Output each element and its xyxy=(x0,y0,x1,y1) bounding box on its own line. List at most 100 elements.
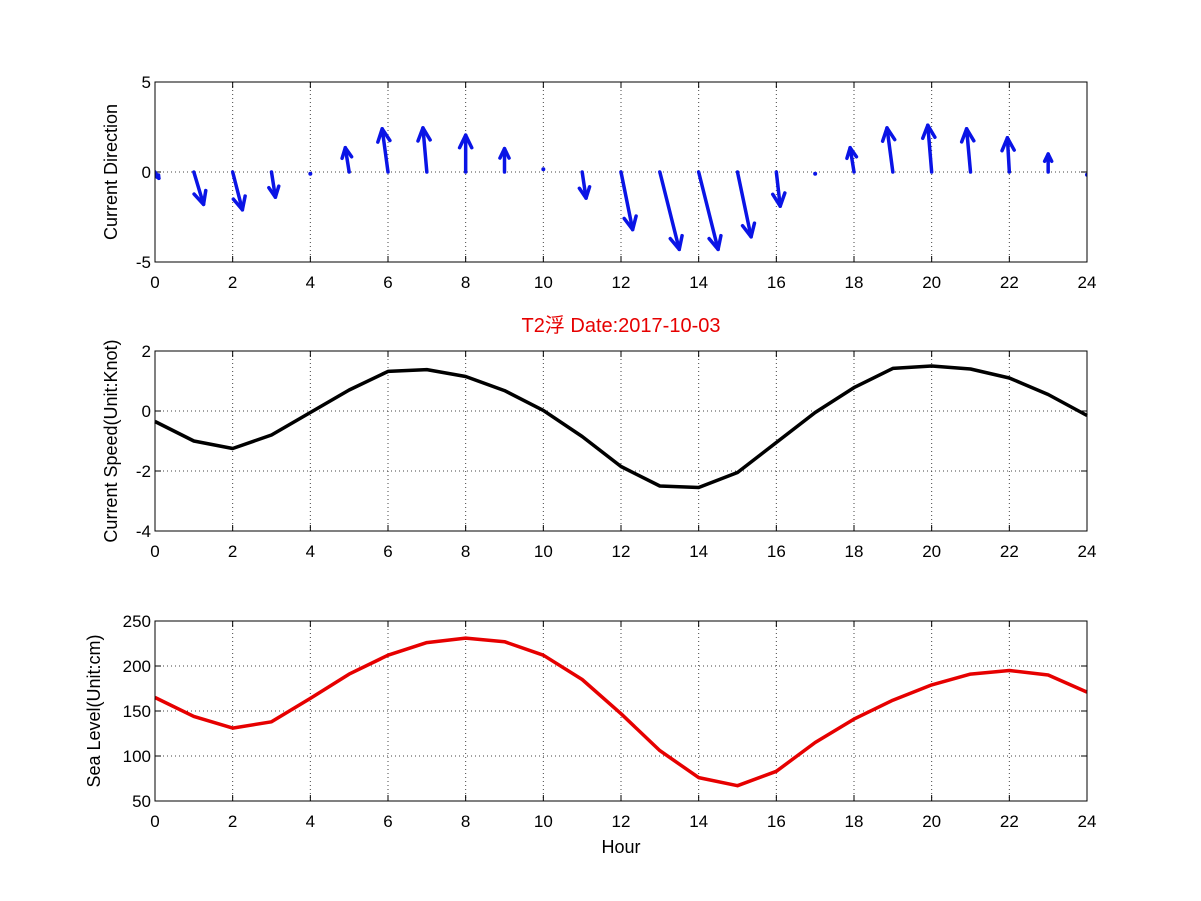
quiver-arrow xyxy=(1000,136,1016,174)
quiver-arrow xyxy=(845,145,859,174)
x-tick-label: 2 xyxy=(228,812,237,831)
quiver-arrow-head xyxy=(921,123,937,141)
y-tick-label: 0 xyxy=(142,163,151,182)
quiver-arrow-head xyxy=(845,145,859,161)
quiver-arrow-shaft xyxy=(619,170,635,232)
quiver-arrow xyxy=(457,133,474,174)
quiver-arrow-shaft xyxy=(1005,136,1012,174)
x-tick-label: 14 xyxy=(689,542,708,561)
quiver-arrow xyxy=(1042,152,1054,174)
quiver-arrow xyxy=(959,127,976,174)
x-tick-label: 12 xyxy=(612,812,631,831)
quiver-arrow xyxy=(308,171,313,176)
x-tick-label: 16 xyxy=(767,542,786,561)
quiver-arrow-shaft xyxy=(380,127,390,174)
quiver-arrow-head xyxy=(155,173,161,181)
x-tick-label: 12 xyxy=(612,273,631,292)
quiver-arrow xyxy=(880,126,897,174)
x-tick-label: 20 xyxy=(922,812,941,831)
quiver-arrow-shaft xyxy=(230,170,245,212)
quiver-arrow xyxy=(416,126,432,174)
quiver-arrow xyxy=(658,170,684,252)
quiver-arrow-head xyxy=(231,194,247,212)
y-axis-label: Current Direction xyxy=(101,104,121,240)
y-tick-label: -5 xyxy=(136,253,151,272)
quiver-arrow xyxy=(267,170,281,199)
quiver-arrow-head xyxy=(959,127,976,144)
quiver-arrow xyxy=(696,170,723,252)
y-tick-label: 50 xyxy=(132,792,151,811)
quiver-arrow xyxy=(340,145,354,174)
x-tick-label: 20 xyxy=(922,542,941,561)
x-tick-label: 24 xyxy=(1078,273,1097,292)
quiver-arrow-shaft xyxy=(421,126,429,174)
quiver-arrow-shaft xyxy=(926,123,934,174)
y-axis-label: Current Speed(Unit:Knot) xyxy=(101,339,121,542)
y-tick-label: -4 xyxy=(136,522,151,541)
quiver-arrow xyxy=(619,170,638,232)
quiver-arrow-head xyxy=(1042,152,1054,164)
x-tick-label: 4 xyxy=(306,273,315,292)
quiver-arrow-head xyxy=(622,214,638,232)
quiver-arrow-shaft xyxy=(269,170,278,199)
y-tick-label: 2 xyxy=(142,342,151,361)
quiver-arrow-head xyxy=(668,233,684,252)
quiver-arrow xyxy=(770,170,787,208)
quiver-arrow-shaft xyxy=(343,145,351,174)
axes-frame xyxy=(154,620,1088,802)
quiver-arrow xyxy=(577,170,592,200)
x-tick-label: 2 xyxy=(228,542,237,561)
x-tick-label: 20 xyxy=(922,273,941,292)
current-speed-line xyxy=(154,364,1088,490)
quiver-arrow-head xyxy=(192,188,208,207)
x-tick-label: 4 xyxy=(306,812,315,831)
quiver-arrow-head xyxy=(498,146,511,160)
x-tick-label: 12 xyxy=(612,542,631,561)
quiver-arrow-shaft xyxy=(696,170,720,252)
x-tick-label: 22 xyxy=(1000,812,1019,831)
y-tick-label: 5 xyxy=(142,73,151,92)
x-tick-label: 16 xyxy=(767,812,786,831)
x-tick-label: 22 xyxy=(1000,542,1019,561)
x-tick-label: 18 xyxy=(845,812,864,831)
figure-title: T2浮 Date:2017-10-03 xyxy=(521,314,720,337)
x-tick-label: 10 xyxy=(534,542,553,561)
quiver-arrows xyxy=(155,123,1087,252)
y-tick-label: 250 xyxy=(123,612,151,631)
quiver-arrow-shaft xyxy=(735,170,753,239)
quiver-arrow-shaft xyxy=(964,127,973,174)
y-tick-label: 200 xyxy=(123,657,151,676)
quiver-arrow-head xyxy=(770,191,787,208)
x-tick-label: 18 xyxy=(845,273,864,292)
quiver-arrow xyxy=(735,170,757,239)
x-tick-label: 18 xyxy=(845,542,864,561)
x-tick-label: 6 xyxy=(383,542,392,561)
quiver-arrow-head xyxy=(267,184,281,199)
x-tick-label: 0 xyxy=(150,812,159,831)
quiver-arrow-shaft xyxy=(774,170,782,208)
x-tick-label: 16 xyxy=(767,273,786,292)
axes-frame xyxy=(154,350,1088,532)
axes-frame xyxy=(154,81,1088,263)
quiver-arrow-head xyxy=(1000,136,1016,153)
x-tick-label: 2 xyxy=(228,273,237,292)
quiver-arrow xyxy=(192,170,208,207)
quiver-arrow xyxy=(498,146,511,174)
quiver-arrow-shaft xyxy=(580,170,588,200)
y-axis-label: Sea Level(Unit:cm) xyxy=(84,634,104,787)
x-tick-label: 6 xyxy=(383,273,392,292)
quiver-arrow-dot xyxy=(308,171,313,176)
quiver-arrow-shaft xyxy=(658,170,681,252)
quiver-arrow-head xyxy=(880,126,897,143)
quiver-arrow-head xyxy=(416,126,432,143)
quiver-arrow xyxy=(376,127,392,174)
quiver-arrow xyxy=(541,167,546,172)
quiver-arrow-shaft xyxy=(192,170,206,207)
x-tick-label: 0 xyxy=(150,273,159,292)
y-tick-label: 100 xyxy=(123,747,151,766)
x-tick-label: 24 xyxy=(1078,542,1097,561)
